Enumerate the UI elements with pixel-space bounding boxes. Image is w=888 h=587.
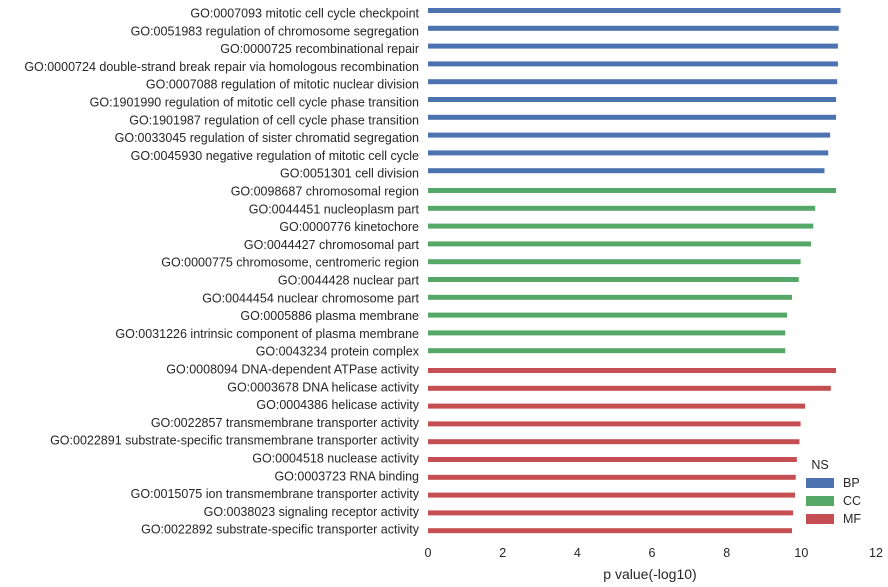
- x-tick-label: 8: [723, 546, 730, 560]
- category-label: GO:0044428 nuclear part: [278, 274, 420, 288]
- x-tick-label: 10: [794, 546, 808, 560]
- bar-cc-5: [428, 259, 801, 265]
- x-tick-label: 0: [425, 546, 432, 560]
- category-label: GO:0003723 RNA binding: [274, 469, 419, 483]
- category-label: GO:0000725 recombinational repair: [220, 42, 419, 56]
- category-label: GO:0015075 ion transmembrane transporter…: [131, 487, 420, 501]
- bar-mf-9: [428, 510, 794, 516]
- x-tick-label: 4: [574, 546, 581, 560]
- category-label: GO:0031226 intrinsic component of plasma…: [115, 327, 419, 341]
- category-label: GO:0000724 double-strand break repair vi…: [24, 60, 419, 74]
- bar-bp-10: [428, 168, 825, 174]
- category-label: GO:0022892 substrate-specific transporte…: [141, 523, 420, 537]
- bar-bp-6: [428, 97, 837, 102]
- category-label: GO:0098687 chromosomal region: [231, 185, 419, 199]
- bar-mf-6: [428, 457, 797, 462]
- bar-bp-3: [428, 43, 838, 49]
- x-axis-ticks: 0 2 4 6 8 10 12: [425, 546, 883, 560]
- bar-mf-3: [428, 403, 806, 409]
- category-label: GO:0003678 DNA helicase activity: [227, 380, 420, 394]
- bar-mf-2: [428, 385, 831, 391]
- bar-bp-1: [428, 8, 841, 13]
- category-label: GO:1901987 regulation of cell cycle phas…: [129, 113, 419, 127]
- bar-cc-2: [428, 205, 816, 211]
- legend-swatch-mf: [806, 514, 834, 524]
- category-label: GO:0038023 signaling receptor activity: [204, 505, 420, 519]
- bar-cc-6: [428, 277, 799, 282]
- bar-cc-10: [428, 348, 786, 354]
- bar-mf-5: [428, 439, 800, 445]
- bar-cc-1: [428, 188, 837, 193]
- category-label: GO:0044451 nucleoplasm part: [249, 202, 420, 216]
- bar-cc-3: [428, 223, 814, 229]
- legend: NS BP CC MF: [806, 458, 861, 526]
- bar-cc-9: [428, 330, 786, 336]
- bar-mf-8: [428, 492, 795, 498]
- category-label: GO:0022857 transmembrane transporter act…: [151, 416, 420, 430]
- legend-title: NS: [811, 458, 828, 472]
- bar-bp-8: [428, 132, 831, 138]
- x-tick-label: 2: [499, 546, 506, 560]
- legend-swatch-bp: [806, 478, 834, 488]
- category-label: GO:0051301 cell division: [280, 167, 419, 181]
- category-label: GO:0007093 mitotic cell cycle checkpoint: [190, 7, 419, 21]
- category-label: GO:0022891 substrate-specific transmembr…: [50, 434, 420, 448]
- bar-bp-5: [428, 79, 838, 85]
- legend-swatch-cc: [806, 496, 834, 506]
- category-label: GO:0008094 DNA-dependent ATPase activity: [166, 363, 419, 377]
- bar-bp-7: [428, 114, 837, 120]
- category-label: GO:0044427 chromosomal part: [244, 238, 420, 252]
- category-label: GO:0043234 protein complex: [256, 345, 420, 359]
- category-label: GO:0007088 regulation of mitotic nuclear…: [146, 78, 419, 92]
- bar-mf-10: [428, 528, 792, 534]
- bar-cc-4: [428, 241, 812, 247]
- category-label: GO:0051983 regulation of chromosome segr…: [131, 24, 419, 38]
- category-labels: GO:0007093 mitotic cell cycle checkpoint…: [24, 7, 419, 537]
- x-axis-title: p value(-log10): [603, 566, 696, 582]
- bar-bp-4: [428, 61, 838, 67]
- category-label: GO:0004518 nuclease activity: [252, 452, 420, 466]
- bar-mf-4: [428, 421, 801, 427]
- bar-mf-1: [428, 368, 837, 373]
- category-label: GO:0033045 regulation of sister chromati…: [115, 131, 419, 145]
- category-label: GO:0000776 kinetochore: [279, 220, 419, 234]
- category-label: GO:0005886 plasma membrane: [240, 309, 419, 323]
- category-label: GO:1901990 regulation of mitotic cell cy…: [90, 96, 419, 110]
- bars-layer: [428, 8, 841, 534]
- category-label: GO:0044454 nuclear chromosome part: [202, 291, 419, 305]
- legend-label-cc: CC: [843, 494, 861, 508]
- category-label: GO:0045930 negative regulation of mitoti…: [131, 149, 419, 163]
- bar-mf-7: [428, 474, 796, 480]
- x-tick-label: 12: [869, 546, 883, 560]
- bar-cc-8: [428, 312, 788, 318]
- bar-bp-9: [428, 150, 829, 156]
- bar-bp-2: [428, 25, 839, 31]
- x-tick-label: 6: [649, 546, 656, 560]
- bar-cc-7: [428, 294, 792, 300]
- legend-label-mf: MF: [843, 512, 861, 526]
- category-label: GO:0000775 chromosome, centromeric regio…: [161, 256, 419, 270]
- legend-label-bp: BP: [843, 476, 860, 490]
- category-label: GO:0004386 helicase activity: [256, 398, 419, 412]
